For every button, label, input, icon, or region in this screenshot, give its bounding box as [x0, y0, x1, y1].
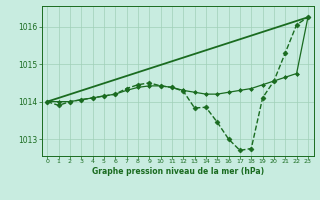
X-axis label: Graphe pression niveau de la mer (hPa): Graphe pression niveau de la mer (hPa): [92, 167, 264, 176]
